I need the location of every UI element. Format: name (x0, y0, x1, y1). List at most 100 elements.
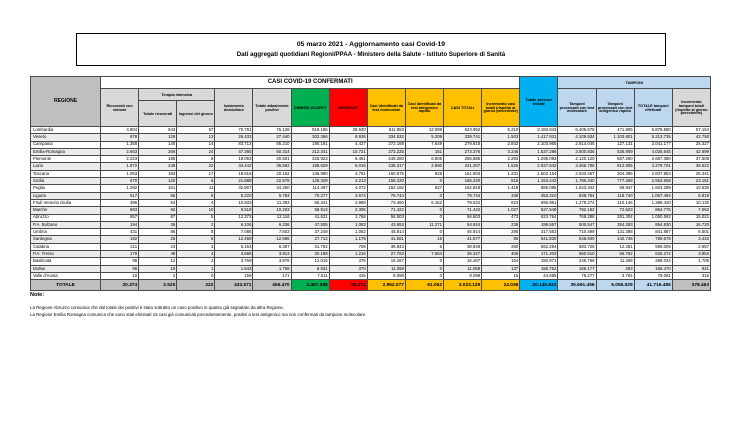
value-cell: 1.050.592 (633, 213, 673, 222)
value-cell: 710.499 (557, 228, 597, 237)
notes-heading: Note: (30, 292, 45, 298)
table-row: Marche 593 92 10 9.518 10.203 58.913 2.306 71.42… (29, 206, 712, 215)
value-cell: 1.027 (481, 206, 521, 215)
value-cell: 3.913 (252, 250, 292, 259)
value-cell: 0 (404, 206, 445, 215)
header-incremento-casi: Incremento casi totali (rispetto al gior… (481, 88, 521, 127)
value-cell: 3.769 (214, 257, 254, 266)
value-cell: 161 (138, 184, 178, 193)
value-cell: 12.686 (252, 235, 292, 244)
value-cell: 5.793 (252, 191, 292, 200)
value-cell: 273.225 (366, 147, 406, 157)
value-cell: 1.358 (100, 140, 140, 149)
table-row: Puglia 1.282 161 11 32.807 34.250 114.497 4.072… (29, 184, 712, 193)
table-row: Friuli Venezia Giulia 396 64 4 10.933 11.393 6… (29, 198, 712, 208)
value-cell: 92 (138, 206, 178, 215)
value-cell: 11.059 (443, 264, 483, 273)
region-name: Molise (29, 264, 102, 273)
notes-section: Note: La Regione Abruzzo comunica che da… (30, 292, 690, 318)
header-tamponi-antigenico: Tamponi processati con test antigenico r… (595, 88, 635, 127)
value-cell: 10.130 (671, 198, 712, 208)
value-cell: 11.268 (595, 257, 635, 266)
value-cell: 11 (176, 184, 216, 193)
value-cell: 48 (138, 250, 178, 259)
value-cell: 159 (214, 271, 254, 281)
value-cell: 6.819 (671, 191, 712, 200)
value-cell: 6.387 (252, 242, 292, 252)
region-name: Valle d'Aosta (29, 271, 102, 281)
value-cell: 8 (176, 155, 216, 164)
value-cell: 1.502.164 (519, 169, 559, 179)
table-row: Toscana 1.053 183 17 18.916 20.152 136.890 4.76… (29, 169, 712, 179)
value-cell: 657 (100, 213, 140, 222)
value-cell: 79.061 (633, 271, 673, 281)
value-cell: 1.083 (328, 220, 368, 230)
value-cell: 65.762 (595, 250, 635, 259)
value-cell: 12.281 (595, 242, 635, 252)
value-cell: 194 (100, 220, 140, 230)
value-cell: 31.754 (290, 242, 330, 252)
value-cell: 0 (404, 257, 445, 266)
value-cell: 1.231 (481, 169, 521, 179)
totale-dimessi: 2.467.388 (290, 279, 330, 292)
value-cell: 623.952 (443, 125, 483, 135)
value-cell: 302.366 (290, 133, 330, 142)
value-cell: 36.562 (252, 162, 292, 171)
value-cell: 2.842 (481, 140, 521, 149)
value-cell: 769.288 (557, 213, 597, 222)
value-cell: 114.497 (290, 184, 330, 193)
value-cell: 611.853 (366, 125, 406, 135)
value-cell: 96 (100, 264, 140, 273)
region-name: Friuli Venezia Giulia (29, 198, 102, 208)
value-cell: 7.649 (404, 140, 445, 149)
value-cell: 295 (481, 228, 521, 237)
value-cell: 515 (481, 177, 521, 186)
value-cell: 560.510 (557, 250, 597, 259)
value-cell: 823 (481, 198, 521, 208)
totale-incremento-tamponi: 378.463 (671, 279, 712, 292)
value-cell: 57 (176, 125, 216, 135)
value-cell: 161.803 (443, 169, 483, 179)
value-cell: 6.016 (328, 162, 368, 171)
value-cell: 0 (404, 228, 445, 237)
value-cell: 5 (176, 213, 216, 222)
value-cell: 79.744 (366, 191, 406, 200)
value-cell: 43.653 (366, 220, 406, 230)
value-cell: 10 (176, 206, 216, 215)
value-cell: 198.629 (290, 162, 330, 171)
value-cell: 258.034 (633, 257, 673, 266)
value-cell: 316 (671, 271, 712, 281)
value-cell: 16.267 (443, 257, 483, 266)
region-name: Puglia (29, 184, 102, 193)
value-cell: 12.015 (290, 257, 330, 266)
value-cell: 376 (328, 257, 368, 266)
value-cell: 11.271 (404, 220, 445, 230)
region-name: Emilia-Romagna (29, 147, 102, 157)
table-row: Molise 96 19 1 1.643 1.758 8.931 370 11.059 0 11.0… (29, 264, 712, 273)
value-cell: 155.220 (366, 177, 406, 186)
value-cell: 2.223 (100, 155, 140, 164)
value-cell: 12.372 (214, 213, 254, 222)
value-cell: 3.876 (252, 257, 292, 266)
value-cell: 6 (176, 191, 216, 200)
value-cell: 1.389.420 (633, 198, 673, 208)
value-cell: 1.062 (328, 228, 368, 237)
value-cell: 54.924 (443, 220, 483, 230)
header-casi-molecolare: Casi identificati da test molecolare (366, 88, 406, 127)
totale-ingressi: 222 (176, 279, 216, 292)
value-cell: 128.329 (290, 177, 330, 186)
value-cell: 212.341 (290, 147, 330, 157)
value-cell: 431 (100, 228, 140, 237)
value-cell: 35.327 (443, 250, 483, 259)
value-cell: 789.675 (633, 235, 673, 244)
value-cell: 273.376 (443, 147, 483, 157)
value-cell: 45.914 (366, 228, 406, 237)
value-cell: 8 (176, 228, 216, 237)
value-cell: 1.525 (481, 162, 521, 171)
region-name: Lazio (29, 162, 102, 171)
value-cell: 6.878.580 (633, 125, 673, 135)
value-cell: 38.522 (671, 162, 712, 171)
value-cell: 1.543.342 (557, 184, 597, 193)
value-cell: 1.179 (328, 235, 368, 244)
